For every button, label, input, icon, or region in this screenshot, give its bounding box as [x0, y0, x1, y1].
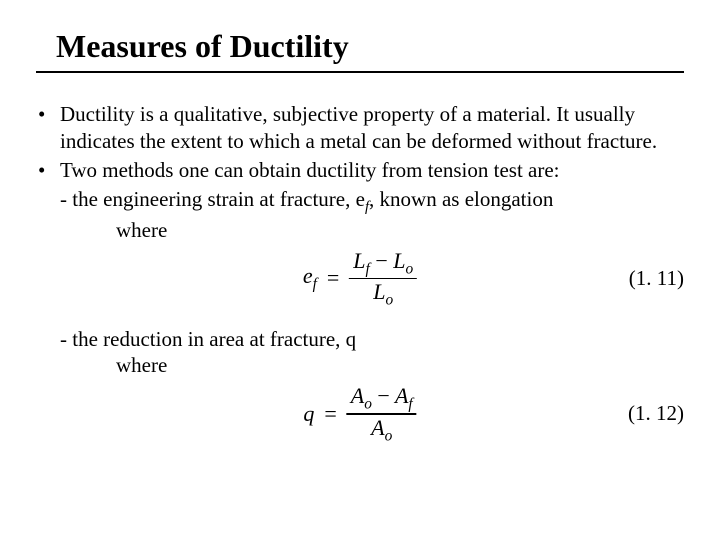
eq2-den-sub: o — [385, 427, 393, 444]
eq1-den-sub: o — [386, 291, 394, 308]
eq1-fraction: Lf − Lo Lo — [349, 248, 417, 310]
equation-1: ef = Lf − Lo Lo — [303, 248, 417, 310]
eq1-numerator: Lf − Lo — [349, 248, 417, 278]
bullet-1: • Ductility is a qualitative, subjective… — [36, 101, 684, 155]
eq2-num-a: A — [351, 383, 364, 408]
where-2: where — [36, 352, 684, 379]
eq2-num-a-sub: o — [364, 396, 372, 413]
bullet-2: • Two methods one can obtain ductility f… — [36, 157, 684, 184]
eq2-numerator: Ao − Af — [347, 383, 417, 413]
equation-1-row: ef = Lf − Lo Lo (1. 11) — [36, 248, 684, 306]
sub1-suffix: , known as elongation — [369, 187, 553, 211]
bullet-2-text: Two methods one can obtain ductility fro… — [60, 157, 684, 184]
sub1-prefix: - the engineering strain at fracture, e — [60, 187, 365, 211]
title-underline — [36, 71, 684, 73]
where-1: where — [36, 217, 684, 244]
eq2-denominator: Ao — [367, 415, 396, 445]
minus-icon: − — [375, 248, 387, 273]
bullet-mark: • — [36, 157, 60, 184]
eq1-num-a-sub: f — [366, 260, 370, 277]
eq1-lhs-sub: f — [313, 276, 317, 293]
equation-2-row: q = Ao − Af Ao (1. 12) — [36, 383, 684, 441]
eq1-lhs-sym: e — [303, 263, 313, 288]
equation-1-number: (1. 11) — [629, 266, 684, 291]
eq1-lhs: ef — [303, 263, 317, 293]
equation-2-number: (1. 12) — [628, 401, 684, 426]
equals-icon: = — [324, 401, 336, 427]
bullet-1-text: Ductility is a qualitative, subjective p… — [60, 101, 684, 155]
equals-icon: = — [327, 265, 339, 291]
equation-2: q = Ao − Af Ao — [303, 383, 416, 445]
bullet-2-sub-1: - the engineering strain at fracture, ef… — [36, 186, 684, 217]
bullet-mark: • — [36, 101, 60, 155]
eq1-num-b: L — [393, 248, 405, 273]
eq1-denominator: Lo — [369, 279, 397, 309]
eq2-lhs: q — [303, 401, 314, 427]
eq1-num-a: L — [353, 248, 365, 273]
bullet-2-sub-2: - the reduction in area at fracture, q — [36, 326, 684, 353]
eq1-den: L — [373, 279, 385, 304]
eq2-num-b-sub: f — [408, 396, 412, 413]
eq1-num-b-sub: o — [405, 260, 413, 277]
eq2-fraction: Ao − Af Ao — [347, 383, 417, 445]
eq2-den: A — [371, 415, 384, 440]
minus-icon: − — [377, 383, 389, 408]
eq2-num-b: A — [395, 383, 408, 408]
page-title: Measures of Ductility — [56, 28, 684, 65]
